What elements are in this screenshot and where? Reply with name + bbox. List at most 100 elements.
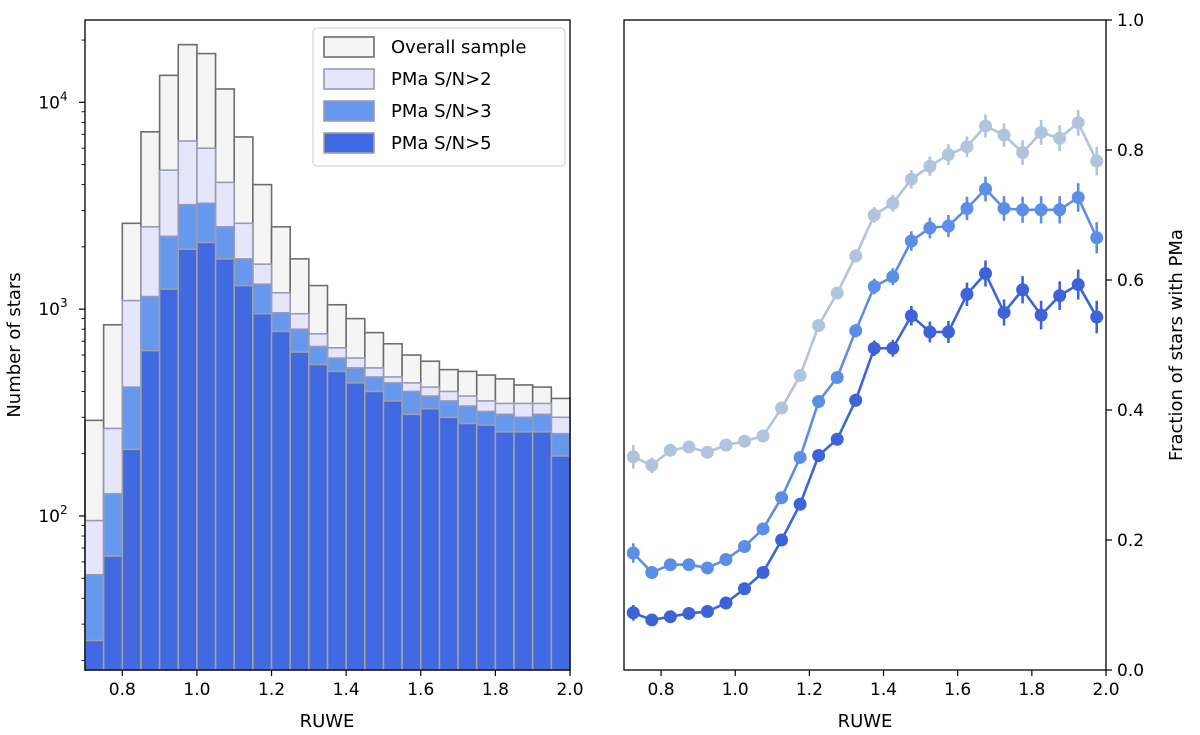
x-tick-label: 0.8 [648, 680, 675, 700]
legend-label: Overall sample [391, 37, 527, 58]
data-point [960, 202, 974, 215]
data-point [682, 440, 696, 454]
data-point [941, 148, 955, 162]
x-tick-label: 1.8 [1018, 680, 1045, 700]
histogram-bar [102, 555, 124, 671]
legend-label: PMa S/N>2 [391, 69, 492, 90]
histogram-bar [196, 241, 217, 671]
data-point [979, 119, 992, 133]
data-point [979, 182, 992, 196]
data-point [663, 558, 677, 572]
data-point [626, 606, 640, 620]
histogram-bar [364, 390, 385, 671]
data-point [886, 341, 900, 355]
data-point [626, 546, 640, 560]
data-point [756, 429, 770, 443]
data-point [663, 443, 677, 457]
legend-swatch [323, 100, 375, 122]
data-point [1016, 203, 1030, 217]
data-point [645, 613, 659, 627]
data-point [979, 267, 992, 280]
histogram-bar [419, 407, 441, 671]
legend-swatch [323, 36, 375, 58]
histogram-bar [121, 448, 142, 671]
data-point [812, 395, 826, 409]
y-tick-label: 0.0 [1117, 661, 1144, 681]
legend-box [312, 27, 566, 167]
x-tick-label: 1.2 [796, 680, 823, 700]
data-point [812, 449, 826, 462]
y-tick-label: 1.0 [1117, 11, 1144, 31]
histogram-bar [382, 400, 403, 671]
data-point [700, 445, 714, 459]
data-point [1090, 231, 1104, 245]
y-tick-label: 0.6 [1117, 271, 1144, 291]
data-point [1034, 203, 1048, 217]
data-point [886, 270, 900, 284]
histogram-bar [177, 248, 198, 671]
data-point [997, 128, 1011, 142]
data-point [682, 606, 696, 620]
data-point [700, 605, 714, 618]
data-point [830, 286, 844, 300]
data-point [1090, 310, 1104, 324]
data-point [682, 558, 696, 572]
legend-swatch [323, 68, 375, 90]
data-point [1053, 131, 1067, 145]
data-point [1090, 154, 1104, 168]
histogram-bar [84, 639, 105, 671]
histogram-bar [326, 370, 347, 671]
data-point [904, 234, 918, 248]
x-tick-label: 1.4 [870, 680, 897, 700]
data-point [849, 324, 863, 338]
x-tick-label: 1.4 [333, 680, 360, 700]
histogram-bar [345, 382, 366, 671]
histogram-bar [233, 284, 254, 671]
legend-swatch [323, 132, 375, 154]
legend-label: PMa S/N>5 [391, 133, 492, 154]
histogram-bar [214, 258, 236, 671]
data-point [904, 172, 918, 186]
data-point [1034, 308, 1048, 322]
data-point [1071, 278, 1085, 292]
data-point [756, 522, 770, 536]
data-point [830, 432, 844, 446]
data-point [1071, 116, 1085, 130]
data-point [997, 306, 1011, 319]
data-point [700, 561, 714, 575]
data-point [793, 450, 807, 464]
histogram-bar [158, 288, 180, 671]
data-point [719, 553, 733, 566]
data-point [1016, 146, 1030, 160]
x-tick-label: 1.8 [482, 680, 509, 700]
fraction-panel: 0.8 1.0 1.2 1.4 1.6 1.8 2.0 0.0 0.2 0.4 0.6 0.8 1.0… [623, 11, 1187, 732]
data-point [719, 438, 733, 452]
data-point [886, 196, 900, 210]
data-point [923, 159, 937, 173]
histogram-x-axis-title: RUWE [300, 711, 355, 732]
histogram-bar [308, 363, 329, 671]
x-tick-label: 1.6 [944, 680, 971, 700]
data-point [645, 566, 659, 579]
data-point [904, 309, 918, 323]
fraction-y-axis-title: Fraction of stars with PMa [1166, 229, 1187, 461]
data-point [719, 596, 733, 610]
histogram-bar [289, 351, 310, 671]
fraction-series-3 [626, 260, 1104, 627]
data-point [738, 434, 751, 448]
data-point [830, 371, 844, 384]
histogram-bar [457, 422, 478, 671]
data-point [663, 610, 677, 624]
histogram-bar [140, 349, 161, 671]
data-point [775, 491, 789, 505]
data-point [867, 341, 881, 355]
histogram-frame [84, 19, 571, 671]
histogram-bar [475, 424, 497, 671]
data-point [775, 533, 789, 547]
histogram-series-4 [84, 241, 571, 671]
data-point [941, 219, 955, 233]
x-tick-label: 1.6 [407, 680, 434, 700]
y-tick-label: 0.4 [1117, 401, 1144, 421]
fraction-series-1 [626, 109, 1104, 474]
